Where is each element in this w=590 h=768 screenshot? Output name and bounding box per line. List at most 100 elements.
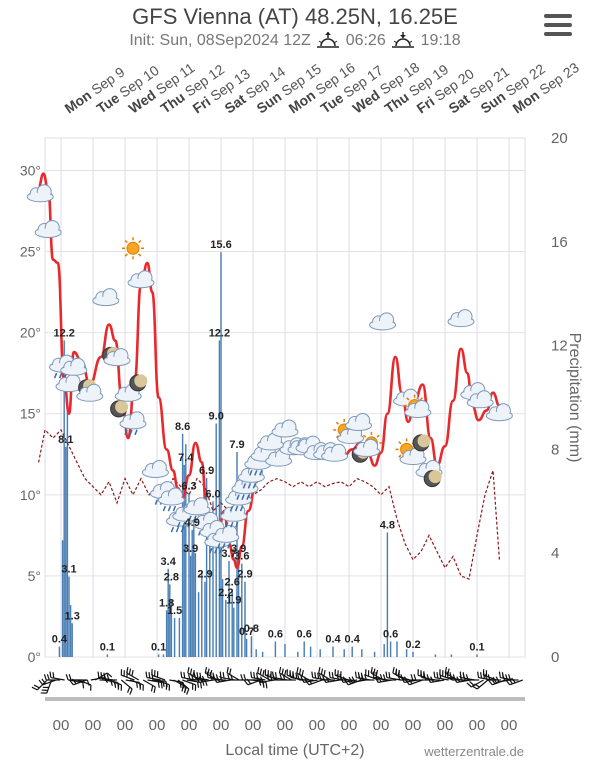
wind-barb-feather — [358, 674, 362, 681]
wind-barb-feather — [206, 671, 209, 678]
rain-drop — [235, 521, 239, 528]
wind-barb-feather — [187, 667, 190, 674]
rain-drop — [175, 526, 180, 533]
wind-barb-feather — [314, 672, 317, 679]
rain-drop — [217, 543, 221, 549]
precip-bar — [212, 501, 214, 657]
wind-barb-feather — [230, 674, 234, 681]
rain-drop — [162, 505, 167, 512]
precip-bar — [386, 532, 389, 657]
wind-barb-feather — [82, 682, 85, 689]
rain-drop — [229, 505, 234, 512]
wind-barb — [439, 674, 454, 681]
wind-barb-feather — [407, 678, 413, 685]
precip-bar — [343, 649, 345, 657]
precip-bar — [209, 532, 211, 657]
y2-tick-label: 4 — [551, 545, 559, 562]
wind-barb-feather — [183, 686, 188, 693]
wind-barb-feather — [219, 675, 224, 682]
precip-bar — [332, 646, 334, 657]
y-tick-label: 20° — [20, 325, 41, 341]
precip-label: 0.4 — [52, 634, 68, 646]
hamburger-menu-icon[interactable] — [544, 14, 572, 36]
moon-icon — [129, 374, 148, 392]
wind-barb-feather — [33, 684, 40, 689]
wind-barb-feather — [505, 679, 511, 686]
precip-label: 6.3 — [181, 481, 196, 493]
precip-bar — [476, 654, 478, 657]
wind-barb-feather — [259, 676, 264, 683]
precip-bar — [218, 340, 221, 657]
wind-barb-feather — [400, 676, 405, 683]
wind-barb-feather — [477, 671, 480, 678]
wind-barb-feather — [430, 676, 434, 683]
wind-barb-feather — [292, 672, 295, 679]
cloud-icon — [404, 399, 432, 418]
wind-barb — [409, 679, 423, 686]
precip-label: 3.6 — [234, 551, 249, 563]
wind-barb-feather — [183, 672, 186, 679]
precip-label: 8.6 — [175, 421, 190, 433]
wind-barb — [226, 672, 240, 681]
wind-barb — [173, 679, 187, 688]
cloud-fill — [370, 320, 395, 329]
precip-bar — [185, 444, 187, 657]
wind-barb — [42, 679, 57, 686]
wind-barb — [182, 679, 196, 686]
wind-barb-feather — [31, 686, 38, 691]
rain-drop — [222, 543, 226, 549]
precip-bar — [183, 464, 185, 657]
precip-bar — [297, 651, 299, 657]
x-tick-label: 00 — [341, 717, 358, 734]
wind-barb-feather — [187, 674, 191, 681]
cloud-icon — [141, 459, 169, 478]
wind-barb-feather — [331, 672, 334, 679]
cloud-fill — [401, 455, 425, 464]
x-tick-label: 00 — [213, 717, 230, 734]
precip-bar — [204, 581, 206, 657]
wind-barb-feather — [433, 671, 436, 678]
wind-barb-feather — [318, 674, 322, 681]
wind-barb-feather — [436, 672, 439, 679]
cloud-fill — [221, 512, 246, 521]
cloud-fill — [449, 317, 473, 326]
wind-barb-feather — [160, 682, 163, 689]
sunset-time: 19:18 — [420, 32, 461, 50]
precip-bar — [162, 654, 165, 657]
wind-barb-feather — [229, 668, 232, 675]
wind-barb-feather — [128, 668, 132, 675]
wind-barb-feather — [495, 676, 500, 683]
precip-label: 0.1 — [469, 641, 484, 653]
wind-barb-feather — [284, 670, 287, 677]
moon-icon — [423, 470, 442, 488]
precip-bar — [58, 646, 61, 657]
precip-bar — [233, 607, 235, 657]
wind-barb-feather — [339, 676, 344, 683]
wind-barb-feather — [103, 674, 107, 681]
cloud-fill — [273, 427, 297, 436]
wind-barb-feather — [204, 667, 208, 674]
x-tick-label: 00 — [181, 717, 198, 734]
cloud-icon — [447, 309, 475, 328]
cloud-icon — [257, 432, 285, 451]
wind-barb-feather — [126, 686, 131, 693]
dewpoint-line — [38, 428, 500, 580]
sun-ray — [335, 435, 340, 439]
wind-barb — [471, 679, 484, 688]
moon-icon — [110, 400, 129, 418]
y2-tick-label: 12 — [551, 338, 568, 355]
precip-bar — [255, 649, 257, 657]
y-tick-label: 30° — [20, 162, 41, 178]
rain-drop — [124, 429, 128, 436]
moon-icon — [412, 434, 431, 452]
cloud-fill — [57, 382, 81, 391]
wind-barb-feather — [456, 676, 461, 683]
sunset-icon — [392, 32, 415, 48]
precip-label: 2.9 — [237, 569, 252, 581]
wind-barb-feather — [296, 667, 299, 674]
wind-barb-feather — [508, 674, 512, 681]
credit-label: wetterzentrale.de — [424, 744, 524, 759]
wind-barb-feather — [413, 674, 417, 681]
wind-barb-feather — [328, 671, 331, 678]
